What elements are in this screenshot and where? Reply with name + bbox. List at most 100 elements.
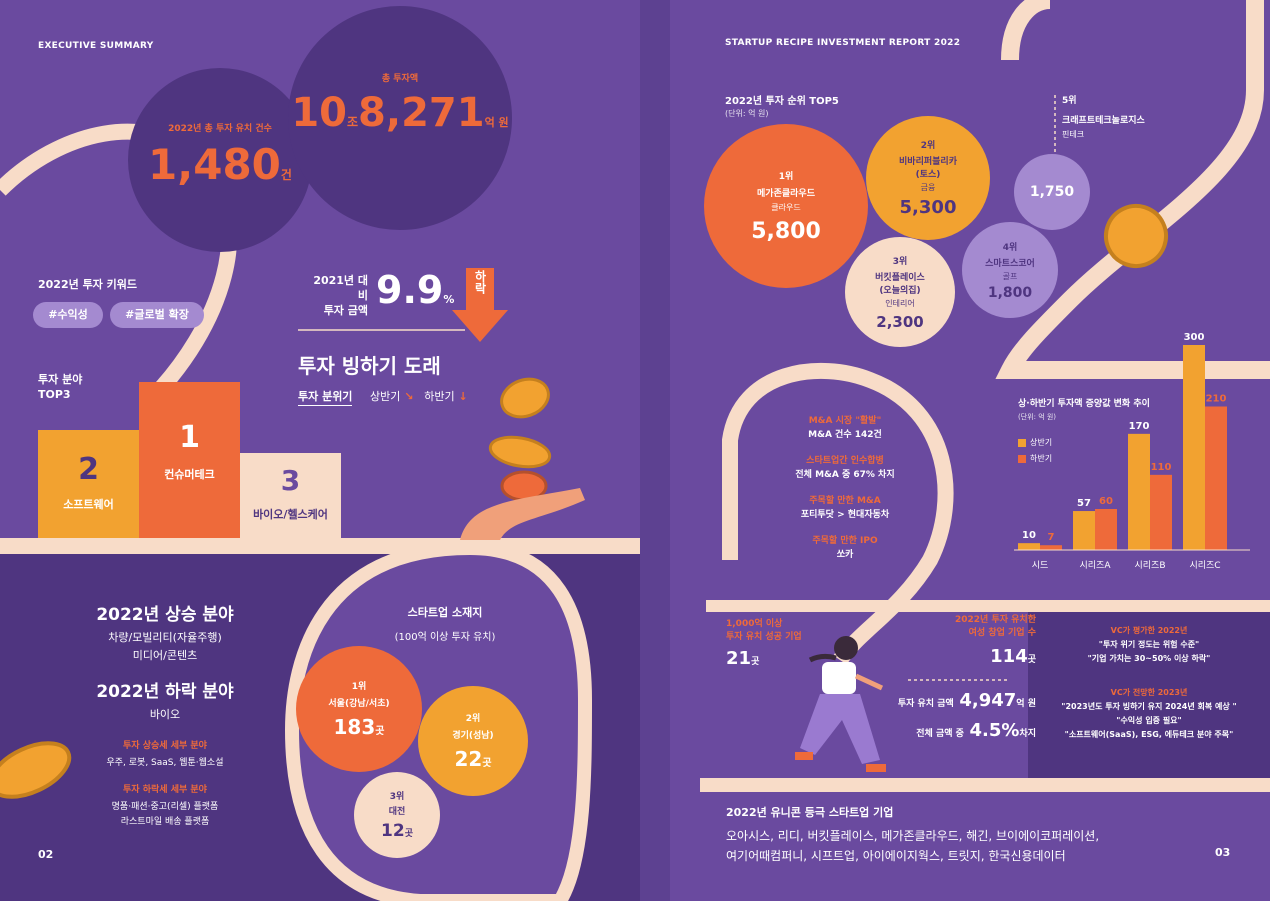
bar-label-시리즈C-상반기: 300 <box>1184 332 1205 343</box>
top3-title-2: TOP3 <box>38 388 71 401</box>
chart-legend: 상반기 하반기 <box>1018 437 1052 464</box>
loc3-value: 12 <box>381 821 405 841</box>
success-unit: 곳 <box>751 657 760 667</box>
r1-rank: 1위 <box>778 171 794 182</box>
loc3-unit: 곳 <box>404 829 413 839</box>
r2-name-2: (토스) <box>915 170 941 180</box>
total-v2: 8,271 <box>358 89 485 136</box>
top5-unit: (단위: 억 원) <box>725 109 769 118</box>
left-page-number: 02 <box>38 848 54 861</box>
total-v1: 10 <box>291 89 347 136</box>
amt-value: 4,947 <box>959 690 1017 711</box>
chart-unit: (단위: 억 원) <box>1018 413 1057 421</box>
ma-text-3: 쏘카 <box>836 550 854 560</box>
amt-label: 투자 유치 금액 <box>897 699 954 709</box>
bar-label-시드-상반기: 10 <box>1022 530 1036 541</box>
top5-bubble-4: 4위 스마트스코어 골프 1,800 <box>962 222 1058 318</box>
count-unit: 건 <box>280 168 292 182</box>
vc-q5: "소프트웨어(SaaS), ESG, 에듀테크 분야 주목" <box>1064 730 1234 739</box>
female-unit: 곳 <box>1027 655 1036 665</box>
female-share: 전체 금액 중 4.5%차지 <box>860 720 1036 741</box>
bar-시리즈C-하반기 <box>1205 406 1227 550</box>
mood-halves: 상반기 ↘ 하반기 ↓ <box>370 388 468 404</box>
location-subtitle: (100억 이상 투자 유치) <box>394 632 496 643</box>
ma-title-3: 주목할 만한 IPO <box>812 536 878 546</box>
running-woman-illustration <box>795 636 886 772</box>
podium-rank-3: 3 <box>280 464 301 497</box>
unicorn-list: 오아시스, 리디, 버킷플레이스, 메가존클라우드, 해긴, 브이에이코퍼레이션… <box>726 826 1099 866</box>
loc2-value: 22 <box>454 747 483 771</box>
location-circle-2: 2위 경기(성남) 22곳 <box>418 686 528 796</box>
bar-시리즈B-상반기 <box>1128 433 1150 550</box>
vc-q2: "기업 가치는 30~50% 이상 하락" <box>1087 654 1211 663</box>
female-l1: 2022년 투자 유치한 <box>955 615 1036 625</box>
r4-value: 1,800 <box>987 284 1033 301</box>
total-u1: 조 <box>347 114 359 129</box>
share-label: 전체 금액 중 <box>916 729 964 739</box>
compare-label-1: 2021년 대비 <box>313 274 368 302</box>
loc2-rank: 2위 <box>465 714 481 724</box>
unicorn-title: 2022년 유니콘 등극 스타트업 기업 <box>726 806 894 819</box>
keyword-chip-1: #수익성 <box>33 302 103 328</box>
bar-label-시리즈A-상반기: 57 <box>1077 498 1091 509</box>
ma-title-1: 스타트업간 인수합병 <box>806 456 884 466</box>
compare-value-group: 9.9% <box>376 268 454 312</box>
r2-name-1: 비바리퍼블리카 <box>899 157 957 167</box>
r4-name: 스마트스코어 <box>985 258 1035 269</box>
unicorn-line-2: 여기어때컴퍼니, 시프트업, 아이에이지웍스, 트릿지, 한국신용데이터 <box>726 849 1066 863</box>
ma-text-2: 포티투닷 > 현대자동차 <box>800 510 890 520</box>
loc1-name: 서울(강남/서초) <box>328 699 390 709</box>
bar-시드-하반기 <box>1040 545 1062 550</box>
r4-sector: 골프 <box>1002 271 1018 281</box>
compare-value: 9.9 <box>376 268 444 312</box>
legend-label-1: 상반기 <box>1030 438 1053 447</box>
podium-rank-2: 2 <box>78 452 99 487</box>
ma-title-0: M&A 시장 "활발" <box>808 416 882 426</box>
trends-block: 2022년 상승 분야 차량/모빌리티(자율주행) 미디어/콘텐츠 2022년 … <box>40 600 290 827</box>
r3-name-1: 버킷플레이스 <box>875 272 925 283</box>
down-label: 하락 <box>473 270 487 294</box>
r3-name-2: (오늘의집) <box>879 285 921 296</box>
loc1-rank: 1위 <box>351 682 367 692</box>
up-title: 2022년 상승 분야 <box>96 605 234 625</box>
location-title-block: 스타트업 소재지 (100억 이상 투자 유치) <box>360 604 530 643</box>
left-header: EXECUTIVE SUMMARY <box>38 41 154 51</box>
podium-name-3: 바이오/헬스케어 <box>253 508 328 521</box>
loc1-value: 183 <box>333 715 376 739</box>
legend-item-2: 하반기 <box>1018 453 1052 464</box>
keyword-chip-2: #글로벌 확장 <box>110 302 204 328</box>
arrow-down-right-icon: ↘ <box>400 390 418 403</box>
arrow-down-icon: ↓ <box>454 390 468 403</box>
top3-title: 투자 분야 TOP3 <box>38 372 82 402</box>
right-header: STARTUP RECIPE INVESTMENT REPORT 2022 <box>725 38 961 48</box>
right-page-number: 03 <box>1215 846 1231 859</box>
vc-block: VC가 평가한 2022년 "투자 위기 정도는 위험 수준" "기업 가치는 … <box>1036 624 1262 742</box>
female-value: 114 <box>990 646 1028 667</box>
ma-text-1: 전체 M&A 중 67% 차지 <box>795 470 895 480</box>
count-value: 1,480 <box>148 140 281 189</box>
r3-value: 2,300 <box>876 312 924 331</box>
loc2-unit: 곳 <box>482 758 492 769</box>
success-value: 21 <box>726 648 752 669</box>
female-l2: 여성 창업 기업 수 <box>968 628 1036 638</box>
legend-item-1: 상반기 <box>1018 437 1052 448</box>
female-amount: 투자 유치 금액 4,947억 원 <box>860 690 1036 711</box>
total-label: 총 투자액 <box>381 73 419 84</box>
success-label: 1,000억 이상 투자 유치 성공 기업 <box>726 618 802 644</box>
r5-sector: 핀테크 <box>1062 130 1085 139</box>
bar-시리즈B-하반기 <box>1150 474 1172 550</box>
ma-block: M&A 시장 "활발" M&A 건수 142건 스타트업간 인수합병 전체 M&… <box>770 414 920 562</box>
female-value-group: 114곳 <box>960 646 1036 667</box>
bar-시리즈C-상반기 <box>1183 345 1205 550</box>
up-detail-title: 투자 상승세 세부 분야 <box>123 741 207 751</box>
r1-sector: 클라우드 <box>771 202 801 212</box>
category-label-시리즈B: 시리즈B <box>1134 560 1165 571</box>
bar-label-시리즈A-하반기: 60 <box>1099 496 1113 507</box>
up-detail: 우주, 로봇, SaaS, 웹툰·웹소설 <box>106 758 224 768</box>
keywords-title: 2022년 투자 키워드 <box>38 278 137 291</box>
location-circle-1: 1위 서울(강남/서초) 183곳 <box>296 646 422 772</box>
bar-label-시리즈B-하반기: 110 <box>1151 462 1172 473</box>
h1-label: 상반기 <box>370 390 401 403</box>
top5-bubble-1: 1위 메가존클라우드 클라우드 5,800 <box>704 124 868 288</box>
ma-text-0: M&A 건수 142건 <box>808 430 882 440</box>
